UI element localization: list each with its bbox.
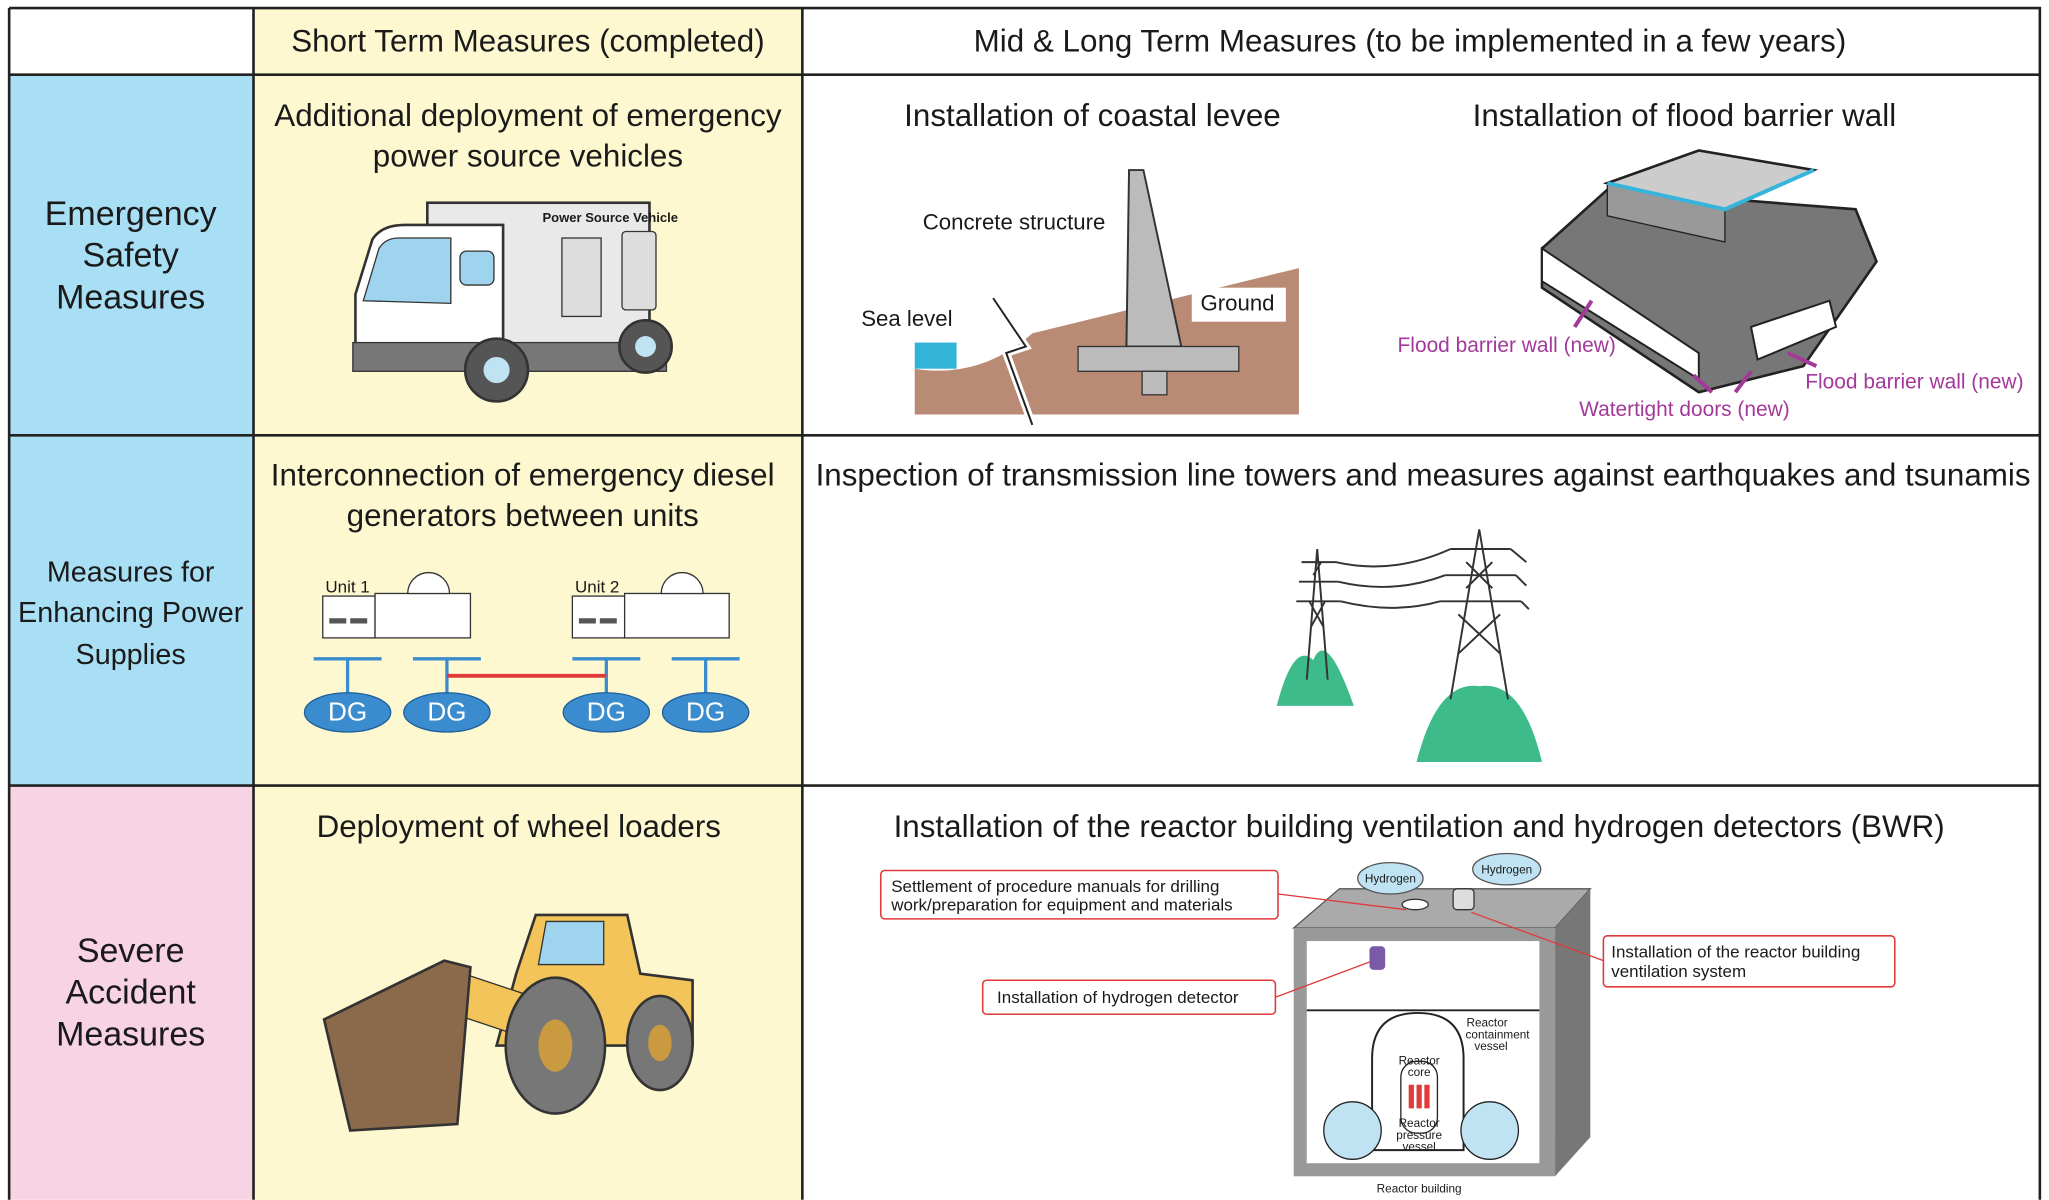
reactor-illustration-shape [1461,1102,1518,1159]
part-label: Reactor building [1377,1182,1462,1195]
row-label: Emergency [45,195,217,233]
reactor-illustration-shape [1453,889,1474,910]
generator-label: DG [328,697,367,727]
illustration-label: Flood barrier wall (new) [1805,371,2023,394]
truck-illustration-shape [484,357,510,383]
part-label: core [1408,1066,1431,1079]
table-grid-shape [9,75,253,786]
callout-text: Installation of the reactor building [1611,942,1860,961]
generator-label: DG [427,697,466,727]
row-label: Supplies [76,639,186,671]
part-label: vessel [1474,1040,1507,1053]
generator-label: DG [587,697,626,727]
loader-illustration-shape [538,1019,572,1071]
cell-title: Interconnection of emergency diesel [271,457,775,492]
cell-title: Inspection of transmission line towers a… [816,457,2031,492]
generator-diagram-shape [323,596,375,638]
callout-text: ventilation system [1611,962,1746,981]
cell-title: Installation of coastal levee [904,98,1281,133]
cell-title: generators between units [347,498,699,533]
gas-label: Hydrogen [1481,864,1532,877]
levee-illustration-shape [1142,371,1167,395]
reactor-illustration-shape [1411,1085,1427,1109]
callout-text: work/preparation for equipment and mater… [890,895,1232,914]
truck-illustration-shape [562,238,601,316]
gas-label: Hydrogen [1365,873,1416,886]
generator-diagram-shape [375,593,470,637]
illustration-label: Flood barrier wall (new) [1398,334,1616,357]
truck-illustration-shape [460,251,494,285]
illustration-label: Sea level [861,306,952,331]
cell-title: Additional deployment of emergency [274,98,782,133]
generator-diagram-shape [572,596,624,638]
truck-illustration-shape [635,336,656,357]
page: {"header":{"columns":["Short Term Measur… [0,0,2049,1200]
truck-illustration-shape [622,231,656,309]
cell-title: Deployment of wheel loaders [317,809,721,844]
loader-illustration-shape [648,1025,672,1062]
row-label: Accident [66,974,197,1012]
part-label: vessel [1402,1141,1435,1154]
truck-illustration [353,203,672,402]
cell-title: power source vehicles [373,139,683,174]
illustration-label: Watertight doors (new) [1579,398,1790,421]
loader-illustration-shape [538,921,603,964]
unit-label: Unit 1 [325,578,369,597]
cell-title: Installation of the reactor building ven… [894,809,1945,844]
illustration-label: Concrete structure [923,210,1106,235]
column-header: Short Term Measures (completed) [291,24,764,59]
row-label: Measures for [47,556,215,588]
reactor-illustration-shape [1324,1102,1381,1159]
reactor-illustration-shape [1402,899,1428,909]
measures-table: Short Term Measures (completed) Mid & Lo… [0,0,2049,1200]
illustration-label: Power Source Vehicle [542,210,678,225]
reactor-illustration-shape [1294,889,1591,928]
row-label: Safety [83,237,179,275]
row-label: Measures [56,278,205,316]
callout-text: Settlement of procedure manuals for dril… [891,877,1219,896]
row-label: Severe [77,932,185,970]
reactor-illustration-shape [1555,889,1590,1176]
generator-label: DG [686,697,725,727]
illustration-label: Ground [1200,291,1274,316]
row-label: Measures [56,1015,205,1053]
levee-illustration-shape [1078,346,1239,371]
callout-text: Installation of hydrogen detector [997,988,1239,1007]
unit-label: Unit 2 [575,578,619,597]
column-header: Mid & Long Term Measures (to be implemen… [974,24,1847,59]
generator-diagram-shape [625,593,730,637]
row-label: Enhancing Power [18,597,244,629]
levee-illustration-shape [915,343,957,369]
cell-title: Installation of flood barrier wall [1473,98,1897,133]
reactor-illustration-shape [1369,946,1385,970]
